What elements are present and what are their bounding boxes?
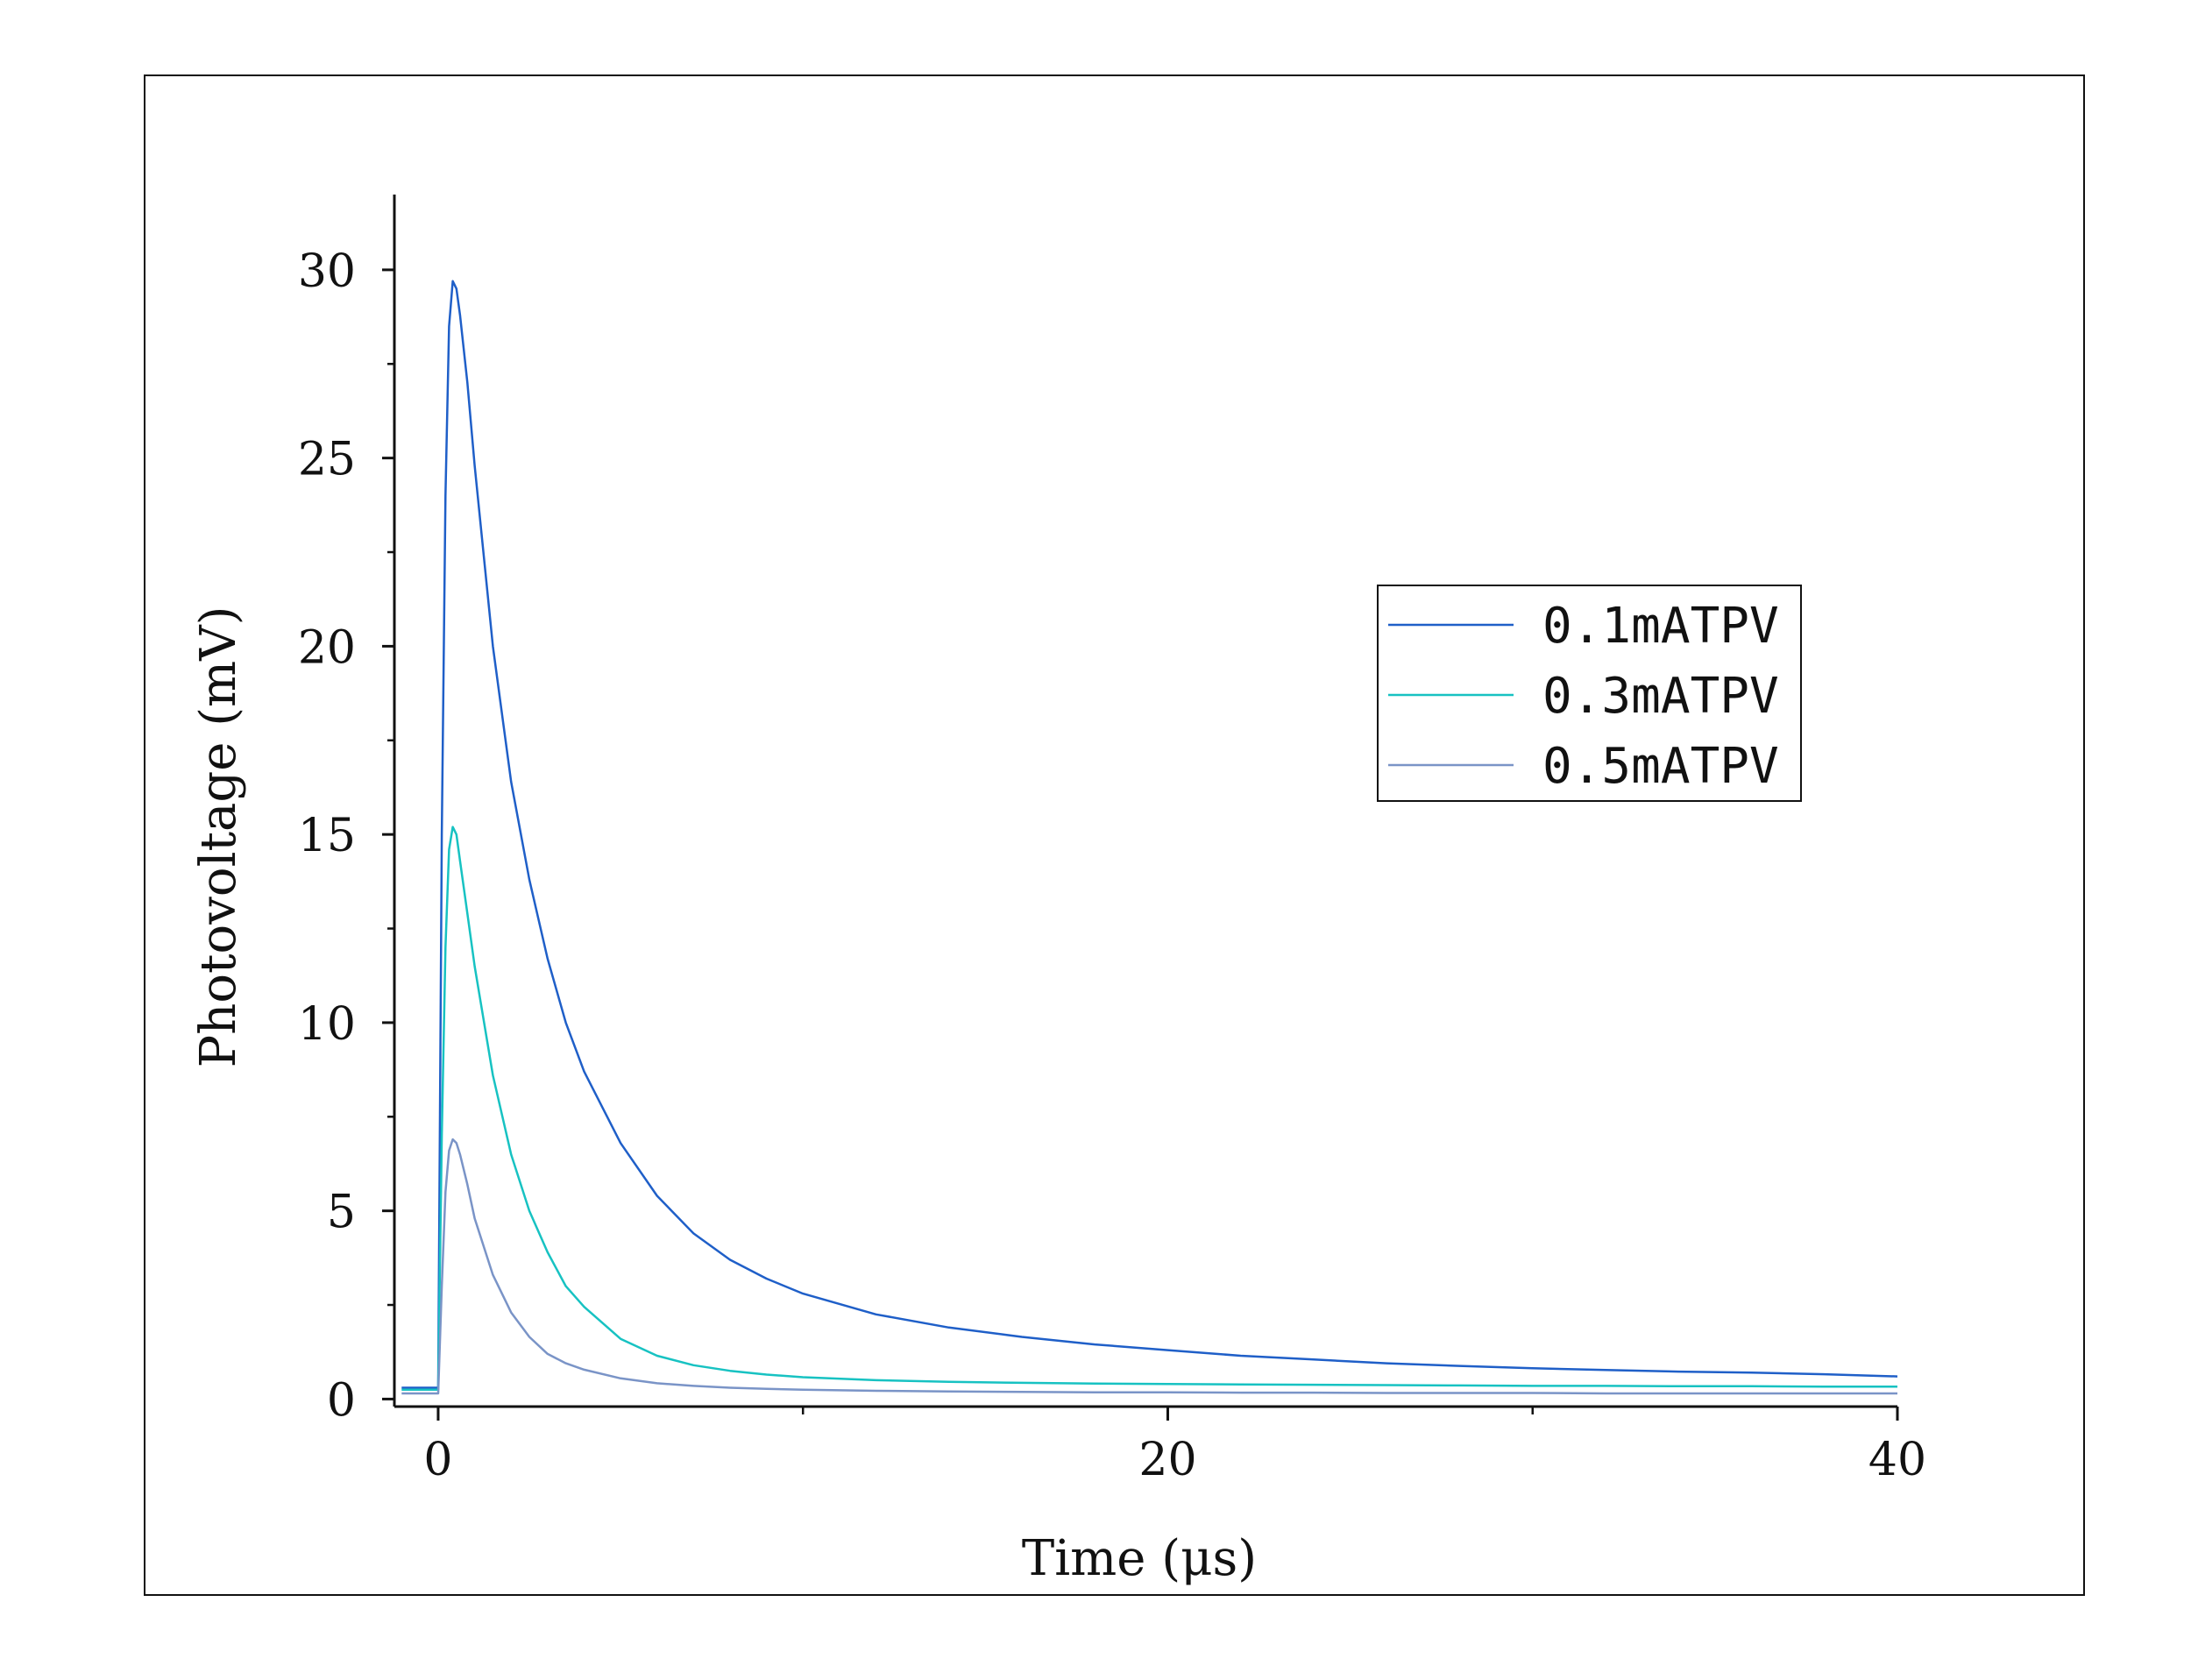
y-tick-label: 0	[327, 1374, 356, 1427]
y-tick-label: 20	[298, 621, 356, 674]
legend-label: 0.3mATPV	[1542, 668, 1779, 725]
outer-frame	[144, 74, 2085, 1596]
x-tick-label: 20	[1138, 1434, 1196, 1486]
series-line-0	[401, 280, 1898, 1389]
x-tick-label: 40	[1868, 1434, 1926, 1486]
plot-lines	[401, 280, 1898, 1395]
x-axis-label: Time (μs)	[1022, 1530, 1257, 1587]
legend: 0.1mATPV 0.3mATPV 0.5mATPV	[1377, 585, 1802, 802]
y-axis-label: Photovoltage (mV)	[190, 606, 247, 1068]
series-line-1	[401, 826, 1897, 1391]
y-tick-label: 30	[298, 245, 356, 298]
series-line-2	[401, 1138, 1897, 1395]
y-tick-label: 10	[298, 998, 356, 1051]
y-tick-label: 25	[298, 434, 356, 486]
axes: 0 5 10 15 20 25 30 0 20 40	[298, 195, 1926, 1486]
y-tick-label: 5	[327, 1187, 356, 1239]
legend-label: 0.1mATPV	[1542, 598, 1779, 655]
y-tick-label: 15	[298, 810, 356, 862]
x-tick-label: 0	[423, 1434, 452, 1486]
legend-label: 0.5mATPV	[1542, 738, 1779, 795]
